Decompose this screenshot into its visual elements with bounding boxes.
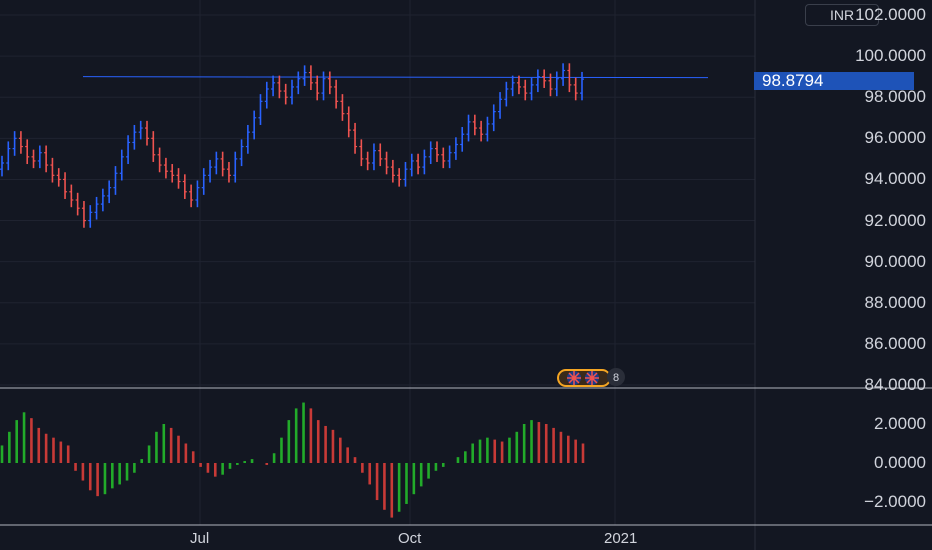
price-tick-label: 86.0000 (864, 333, 926, 353)
event-count: 8 (613, 372, 619, 384)
price-tick-label: 94.0000 (864, 169, 926, 189)
currency-badge[interactable]: INR (805, 4, 879, 26)
price-tick-label: 84.0000 (864, 375, 926, 394)
price-tick-label: 98.0000 (864, 87, 926, 107)
time-tick-label: 2021 (604, 530, 638, 547)
indicator-tick-label: 0.0000 (874, 453, 926, 472)
price-tick-label: 88.0000 (864, 292, 926, 312)
time-tick-label: Oct (398, 530, 422, 547)
last-price-label: 98.8794 (754, 72, 914, 90)
indicator-tick-label: −2.0000 (864, 492, 926, 511)
time-tick-label: Jul (190, 530, 210, 547)
economic-event-badge[interactable]: 8 (556, 368, 632, 388)
horizontal-trendline (82, 76, 709, 79)
uk-flag-icon (567, 371, 599, 385)
price-tick-label: 96.0000 (864, 128, 926, 148)
price-tick-label: 92.0000 (864, 210, 926, 230)
indicator-tick-label: 2.0000 (874, 414, 926, 433)
price-tick-label: 100.0000 (855, 46, 926, 66)
price-tick-label: 90.0000 (864, 251, 926, 271)
price-tick-label: 102.0000 (855, 5, 926, 24)
